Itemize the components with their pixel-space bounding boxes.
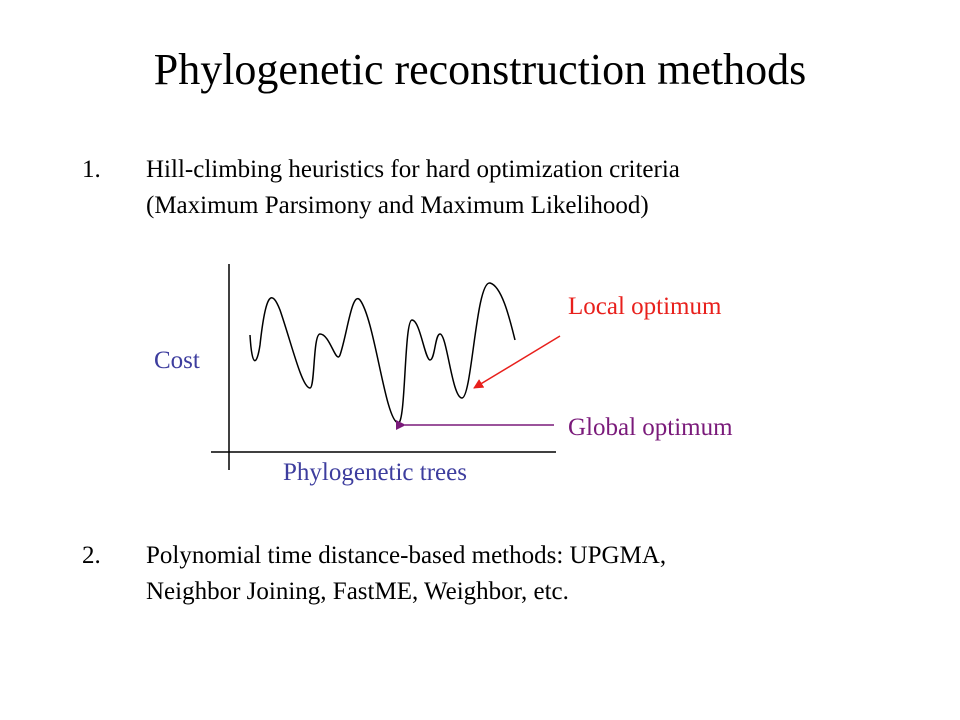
slide-title: Phylogenetic reconstruction methods [153, 45, 807, 94]
global-optimum-label: Global optimum [568, 414, 733, 441]
local-optimum-arrow [473, 335, 561, 389]
list-item-text: Polynomial time distance-based methods: … [146, 538, 666, 610]
local-optimum-label: Local optimum [568, 293, 722, 320]
list-item-line: Polynomial time distance-based methods: … [146, 542, 667, 569]
list-item-text: Hill-climbing heuristics for hard optimi… [146, 152, 680, 224]
list-item-number: 1. [82, 156, 101, 183]
list-item-line: Hill-climbing heuristics for hard optimi… [146, 156, 680, 183]
list-item-line: (Maximum Parsimony and Maximum Likelihoo… [146, 192, 649, 219]
y-axis-label: Cost [154, 347, 200, 374]
list-item-number: 2. [82, 542, 101, 569]
x-axis-label: Phylogenetic trees [283, 459, 467, 486]
cost-curve [249, 282, 516, 424]
list-item-line: Neighbor Joining, FastME, Weighbor, etc. [146, 578, 569, 605]
